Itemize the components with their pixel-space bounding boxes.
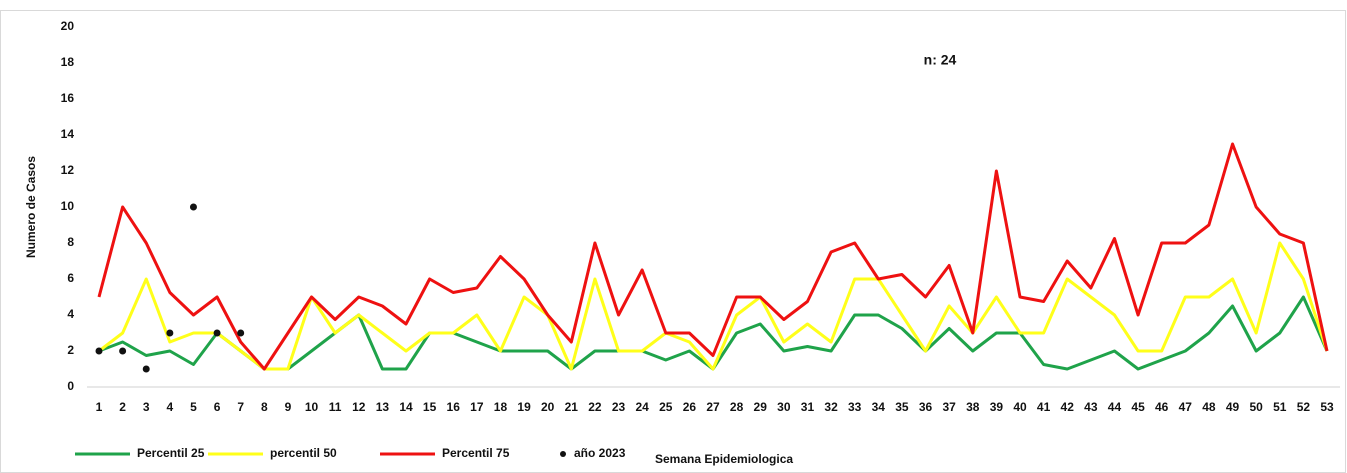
y-tick-label: 16 [61, 91, 75, 105]
legend-label: año 2023 [574, 446, 626, 460]
data-point [142, 365, 150, 373]
y-tick-label: 12 [61, 163, 75, 177]
x-tick-label: 3 [143, 400, 150, 414]
data-point [213, 329, 221, 337]
x-tick-label: 49 [1226, 400, 1240, 414]
x-tick-label: 8 [261, 400, 268, 414]
x-tick-label: 31 [801, 400, 815, 414]
x-tick-label: 11 [329, 400, 342, 414]
x-tick-label: 36 [919, 400, 933, 414]
x-tick-label: 20 [541, 400, 555, 414]
x-tick-label: 4 [167, 400, 174, 414]
x-tick-label: 15 [423, 400, 437, 414]
x-tick-label: 38 [966, 400, 980, 414]
x-tick-label: 32 [824, 400, 838, 414]
series-line [98, 295, 1329, 371]
annotation: n: 24 [924, 52, 957, 68]
x-tick-label: 27 [706, 400, 720, 414]
x-tick-label: 26 [683, 400, 697, 414]
x-tick-label: 10 [305, 400, 319, 414]
x-tick-label: 14 [399, 400, 413, 414]
data-point [166, 329, 174, 337]
x-tick-label: 46 [1155, 400, 1169, 414]
y-tick-label: 10 [61, 199, 75, 213]
x-tick-label: 40 [1013, 400, 1027, 414]
x-tick-label: 9 [285, 400, 292, 414]
x-tick-label: 1 [96, 400, 103, 414]
x-tick-label: 35 [895, 400, 909, 414]
data-point [189, 203, 197, 211]
y-tick-label: 18 [61, 55, 75, 69]
data-point [95, 347, 103, 355]
x-tick-label: 13 [376, 400, 390, 414]
legend-swatch [560, 451, 566, 457]
y-tick-label: 0 [67, 379, 74, 393]
y-tick-label: 4 [67, 307, 74, 321]
y-tick-label: 2 [67, 343, 74, 357]
x-tick-label: 47 [1179, 400, 1193, 414]
x-tick-label: 18 [494, 400, 508, 414]
y-tick-label: 8 [67, 235, 74, 249]
x-axis-title: Semana Epidemiologica [655, 452, 793, 466]
legend-label: Percentil 25 [137, 446, 205, 460]
x-tick-label: 22 [588, 400, 602, 414]
x-tick-label: 16 [447, 400, 461, 414]
data-point [119, 347, 127, 355]
x-tick-label: 50 [1249, 400, 1263, 414]
series-line [98, 241, 1329, 371]
y-tick-label: 14 [61, 127, 75, 141]
x-tick-label: 5 [190, 400, 197, 414]
x-tick-label: 43 [1084, 400, 1098, 414]
x-tick-label: 45 [1131, 400, 1145, 414]
x-tick-label: 44 [1108, 400, 1122, 414]
x-tick-label: 2 [119, 400, 126, 414]
data-point [237, 329, 245, 337]
x-tick-label: 37 [942, 400, 956, 414]
legend-label: Percentil 75 [442, 446, 510, 460]
x-tick-label: 12 [352, 400, 366, 414]
x-tick-label: 28 [730, 400, 744, 414]
x-tick-label: 33 [848, 400, 862, 414]
x-tick-label: 21 [565, 400, 579, 414]
x-tick-label: 42 [1061, 400, 1075, 414]
x-tick-label: 39 [990, 400, 1004, 414]
x-tick-label: 7 [237, 400, 244, 414]
x-tick-label: 51 [1273, 400, 1287, 414]
x-tick-label: 25 [659, 400, 673, 414]
x-tick-label: 29 [754, 400, 768, 414]
series-line [97, 142, 1329, 371]
x-tick-label: 48 [1202, 400, 1216, 414]
x-tick-label: 17 [470, 400, 484, 414]
x-tick-label: 41 [1037, 400, 1051, 414]
legend-label: percentil 50 [270, 446, 337, 460]
x-tick-label: 6 [214, 400, 221, 414]
y-tick-label: 20 [61, 19, 75, 33]
x-tick-label: 19 [517, 400, 531, 414]
x-tick-label: 34 [872, 400, 886, 414]
x-tick-label: 23 [612, 400, 626, 414]
x-tick-label: 53 [1320, 400, 1334, 414]
x-tick-label: 30 [777, 400, 791, 414]
x-tick-label: 52 [1297, 400, 1311, 414]
y-axis-title: Numero de Casos [24, 156, 38, 258]
y-tick-label: 6 [67, 271, 74, 285]
x-tick-label: 24 [635, 400, 649, 414]
